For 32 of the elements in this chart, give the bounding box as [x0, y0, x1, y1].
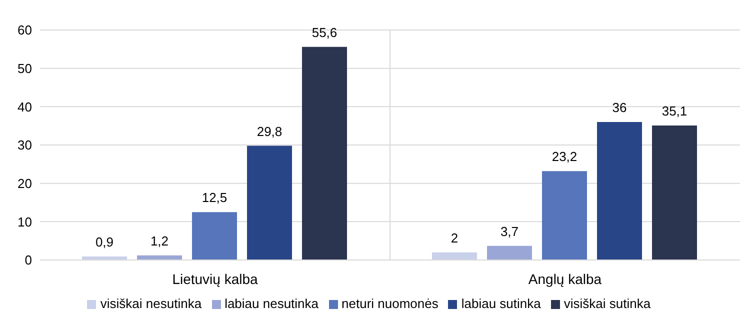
x-tick-label: Anglų kalba [528, 270, 602, 287]
y-tick-label: 40 [18, 99, 32, 114]
data-label: 12,5 [202, 190, 228, 206]
y-tick-label: 10 [18, 214, 32, 230]
y-tick-label: 20 [18, 176, 32, 191]
data-label: 29,8 [256, 124, 282, 139]
legend-label: labiau nesutinka [224, 296, 319, 311]
data-label: 1,2 [150, 233, 169, 248]
data-label: 3,7 [500, 224, 519, 239]
y-tick-label: 50 [18, 60, 32, 76]
data-label: 2 [450, 230, 458, 246]
data-label: 36 [612, 100, 627, 115]
bar [302, 46, 347, 260]
y-tick-label: 60 [18, 22, 32, 38]
bar [192, 212, 237, 260]
bar [542, 171, 587, 260]
bar [432, 252, 477, 260]
x-tick-label: Lietuvių kalba [172, 270, 258, 287]
bar [597, 122, 642, 260]
data-label: 0,9 [95, 234, 114, 250]
legend-label: labiau sutinka [461, 296, 541, 311]
y-tick-label: 0 [24, 252, 32, 268]
data-label: 55,6 [312, 24, 338, 40]
bar [247, 146, 292, 260]
bar [487, 246, 532, 260]
data-label: 23,2 [552, 149, 578, 164]
data-label: 35,1 [662, 103, 688, 118]
legend-label: neturi nuomonės [342, 296, 438, 311]
legend-label: visiškai sutinka [564, 296, 651, 311]
bar [652, 125, 697, 260]
y-tick-label: 30 [18, 138, 32, 153]
legend-label: visiškai nesutinka [100, 296, 202, 311]
